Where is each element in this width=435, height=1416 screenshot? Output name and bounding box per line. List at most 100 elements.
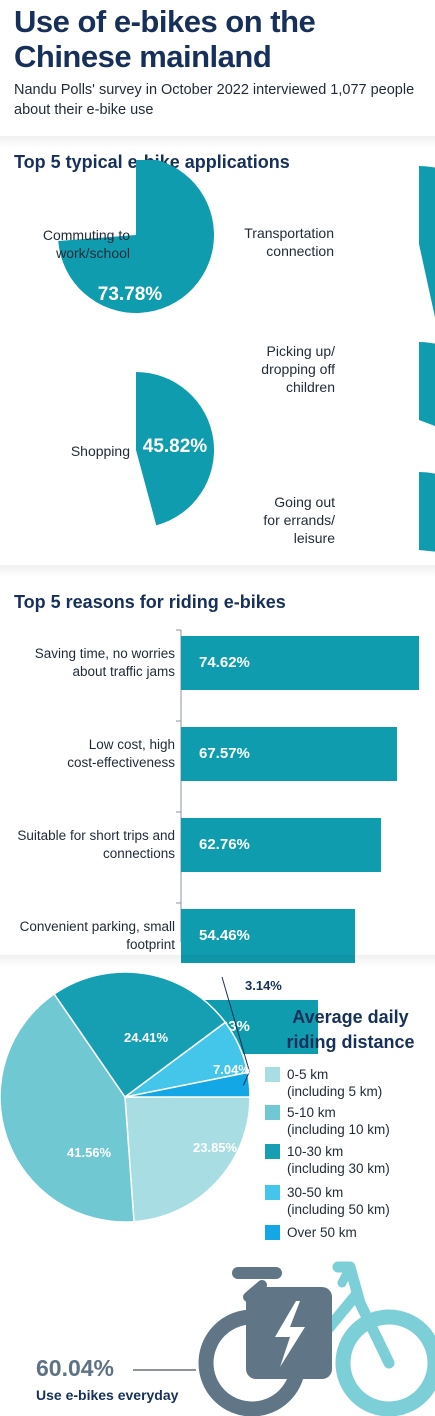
legend-label-line: (including 5 km)	[287, 1084, 383, 1099]
application-label: Commuting to work/school	[0, 226, 130, 262]
application-label: Picking up/dropping off children	[212, 342, 335, 396]
legend-title-line-2: riding distance	[286, 1032, 415, 1052]
reason-label-line: about traffic jams	[72, 664, 175, 679]
legend-label-line: (including 50 km)	[287, 1202, 390, 1217]
distance-value-label: 3.14%	[245, 978, 282, 993]
legend-title-line-1: Average daily	[292, 1007, 409, 1027]
application-label: Shopping	[0, 442, 130, 460]
distance-value-label: 24.41%	[124, 1030, 169, 1045]
application-label: Going out for errands/leisure	[212, 493, 335, 547]
legend-swatch	[265, 1185, 280, 1200]
legend-item: 10-30 km (including 30 km)	[265, 1143, 433, 1177]
distance-pie-slice	[124, 1096, 251, 1223]
reason-bar: 62.76%	[181, 818, 382, 872]
front-wheel-icon	[335, 1309, 435, 1416]
legend-item: 0-5 km (including 5 km)	[265, 1066, 433, 1100]
application-pie-slice	[58, 160, 215, 313]
application-value-label: 30.75%	[352, 389, 413, 409]
daily-use-value: 60.04%	[36, 1355, 115, 1381]
reason-bar: 67.57%	[181, 727, 397, 781]
reason-value-label: 74.62%	[199, 654, 250, 671]
legend-label: 5-10 km (including 10 km)	[287, 1104, 433, 1138]
legend-label-line: (including 30 km)	[287, 1161, 390, 1176]
application-label-line: Transportation	[244, 225, 334, 241]
legend-label: 0-5 km (including 5 km)	[287, 1066, 433, 1100]
application-label-line: Commuting to	[42, 227, 130, 243]
legend-label-line: 0-5 km	[287, 1067, 329, 1082]
reason-label-line: connections	[102, 846, 175, 861]
legend-swatch	[265, 1105, 280, 1120]
legend-label-line: (including 10 km)	[287, 1122, 390, 1137]
reason-label-line: Saving time, no worries	[34, 646, 175, 661]
distance-value-label: 41.56%	[67, 1145, 112, 1160]
title-line-1: Use of e-bikes on the	[14, 4, 316, 39]
e-bike-illustration	[133, 1261, 435, 1416]
legend-label-line: 30-50 km	[287, 1185, 344, 1200]
legend-label: 30-50 km (including 50 km)	[287, 1184, 433, 1218]
subtitle-line-2: about their e-bike use	[14, 102, 154, 118]
application-label-line: Picking up/	[266, 343, 335, 359]
reason-label: Low cost, high cost-effectiveness	[0, 736, 175, 772]
application-value-label: 26.64%	[349, 514, 410, 534]
application-label-line: dropping off	[261, 361, 335, 377]
legend-item: 5-10 km (including 10 km)	[265, 1104, 433, 1138]
application-label-line: children	[285, 379, 335, 395]
application-label-line: leisure	[293, 530, 335, 546]
leader-line	[221, 976, 250, 1086]
divider	[0, 136, 435, 148]
reasons-heading: Top 5 reasons for riding e-bikes	[14, 592, 286, 612]
distance-value-label: 7.04%	[213, 1062, 250, 1077]
distance-pie-slice	[124, 1071, 251, 1098]
application-value-label: 73.78%	[98, 284, 163, 305]
reason-value-label: 62.76%	[199, 836, 250, 853]
reason-label: Saving time, no worries about traffic jam…	[0, 645, 175, 681]
application-value-label: 46.58%	[348, 230, 413, 251]
reason-label-line: cost-effectiveness	[67, 755, 175, 770]
application-label-line: Going out	[274, 494, 335, 510]
reason-label-line: Low cost, high	[88, 737, 175, 752]
application-pie-slice	[419, 472, 435, 552]
distance-legend-title: Average daily riding distance	[268, 1005, 433, 1055]
reason-label-line: Convenient parking, small	[19, 919, 175, 934]
application-label-line: connection	[266, 243, 334, 259]
title-line-2: Chinese mainland	[14, 39, 272, 74]
divider	[0, 955, 435, 967]
legend-label-line: Over 50 km	[287, 1225, 357, 1240]
applications-chart: 73.78% 46.58% 45.82% 30.75% 26.64%	[58, 160, 435, 552]
daily-use-label: Use e-bikes everyday	[36, 1387, 179, 1403]
legend-swatch	[265, 1225, 280, 1240]
application-value-label: 45.82%	[143, 436, 208, 457]
legend-item: 30-50 km (including 50 km)	[265, 1184, 433, 1218]
subtitle: Nandu Polls' survey in October 2022 inte…	[14, 80, 424, 120]
legend-swatch	[265, 1144, 280, 1159]
handlebar-icon	[332, 1261, 395, 1369]
legend-label-line: 10-30 km	[287, 1144, 344, 1159]
reason-label: Convenient parking, small footprint	[0, 918, 175, 954]
distance-pie-slice	[0, 992, 135, 1223]
reason-bar: 54.46%	[181, 909, 355, 963]
application-pie-slice	[136, 372, 215, 526]
distance-value-label: 23.85%	[193, 1140, 238, 1155]
application-label-line: for errands/	[263, 512, 335, 528]
subtitle-line-1: Nandu Polls' survey in October 2022 inte…	[14, 82, 415, 98]
divider	[0, 565, 435, 577]
reason-label-line: Suitable for short trips and	[17, 828, 175, 843]
reason-label: Suitable for short trips and connections	[0, 827, 175, 863]
application-pie-slice	[419, 166, 435, 318]
lightning-icon	[275, 1301, 305, 1367]
distance-pie-slice	[53, 971, 227, 1099]
page-title: Use of e-bikes on the Chinese mainland	[14, 4, 424, 74]
application-label: Transportation connection	[212, 224, 334, 260]
legend-item: Over 50 km	[265, 1224, 433, 1241]
reason-value-label: 67.57%	[199, 745, 250, 762]
legend-label: 10-30 km (including 30 km)	[287, 1143, 433, 1177]
reason-bar: 74.62%	[181, 636, 419, 690]
reason-label-line: footprint	[126, 937, 175, 952]
reason-value-label: 54.46%	[199, 927, 250, 944]
distance-pie-chart	[0, 971, 251, 1223]
legend-swatch	[265, 1067, 280, 1082]
application-label-line: work/school	[56, 245, 130, 261]
legend-label-line: 5-10 km	[287, 1105, 336, 1120]
legend-label: Over 50 km	[287, 1224, 433, 1241]
application-label-line: Shopping	[70, 443, 130, 459]
